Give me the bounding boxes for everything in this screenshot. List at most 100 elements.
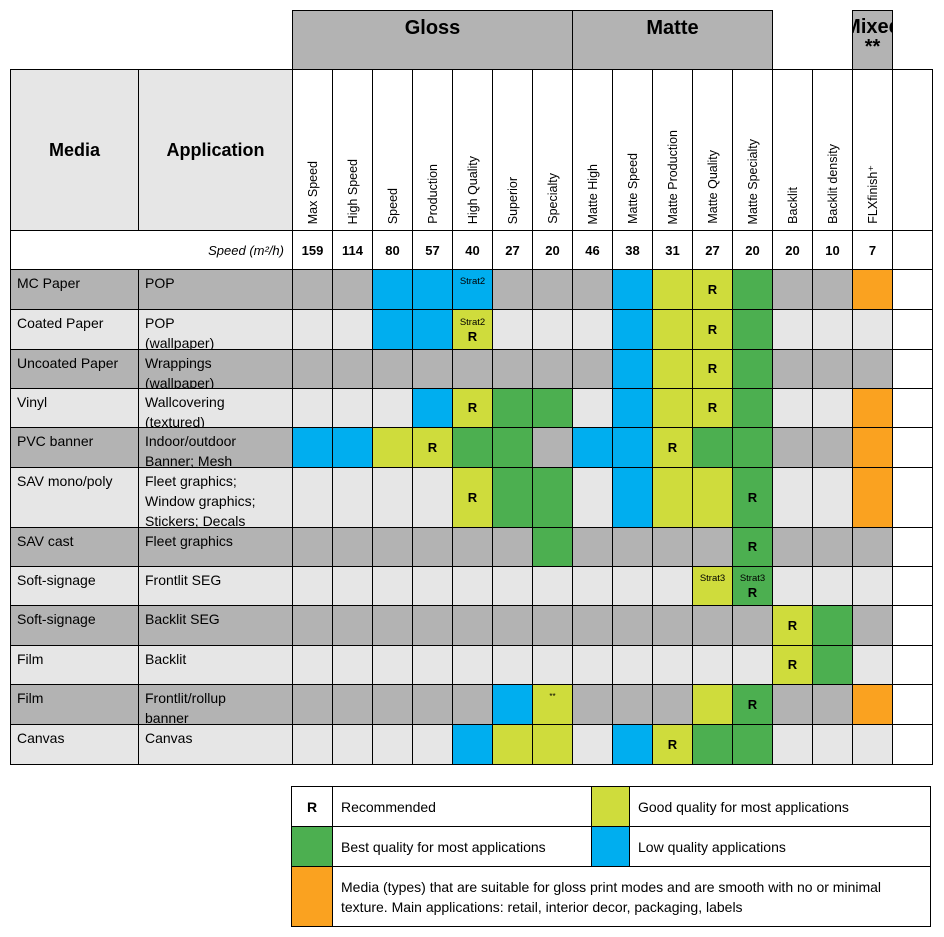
- mode-suitability-cell: [572, 388, 613, 428]
- mode-suitability-cell: [612, 467, 653, 528]
- mode-suitability-cell: [612, 566, 653, 606]
- mode-suitability-cell: [372, 566, 413, 606]
- mode-suitability-cell: [812, 527, 853, 567]
- mode-suitability-cell: [492, 269, 533, 310]
- mode-suitability-cell: [332, 724, 373, 765]
- application-line: Stickers; Decals: [145, 513, 246, 528]
- print-mode-header: High Speed: [332, 69, 373, 231]
- footnote-mark: **: [549, 692, 556, 701]
- mode-suitability-cell: [812, 349, 853, 389]
- mode-suitability-cell: R: [732, 527, 773, 567]
- mode-suitability-cell: [532, 645, 573, 685]
- mode-suitability-cell: [332, 269, 373, 310]
- print-mode-header: Max Speed: [292, 69, 333, 231]
- mode-suitability-cell: R: [692, 269, 733, 310]
- mode-suitability-cell: [652, 349, 693, 389]
- recommended-mark: R: [747, 539, 758, 554]
- application-line: POP: [145, 315, 175, 331]
- application-cell: Frontlit/rollup banner: [138, 684, 293, 725]
- mode-suitability-cell: [812, 388, 853, 428]
- application-line: (textured): [145, 414, 205, 428]
- media-cell: MC Paper: [10, 269, 139, 310]
- print-mode-header: Matte High: [572, 69, 613, 231]
- mode-suitability-cell: [292, 388, 333, 428]
- mode-suitability-cell: [492, 388, 533, 428]
- mode-suitability-cell: [572, 645, 613, 685]
- mode-suitability-cell: [732, 724, 773, 765]
- group-label: Gloss: [404, 17, 461, 39]
- mode-suitability-cell: Strat3 R: [732, 566, 773, 606]
- mode-suitability-cell: [412, 566, 453, 606]
- mode-suitability-cell: [812, 566, 853, 606]
- print-mode-header: Speed: [372, 69, 413, 231]
- mode-suitability-cell: [332, 388, 373, 428]
- mode-suitability-cell: [652, 566, 693, 606]
- group-label: Mixed: [853, 16, 892, 38]
- application-line: Wrappings: [145, 355, 212, 371]
- recommended-mark: R: [667, 439, 678, 455]
- mode-suitability-cell: [572, 724, 613, 765]
- application-cell: Wrappings (wallpaper): [138, 349, 293, 389]
- recommended-mark: R: [787, 617, 798, 633]
- application-line: Wallcovering: [145, 394, 225, 410]
- mode-suitability-cell: [532, 269, 573, 310]
- mode-suitability-cell: [892, 427, 933, 468]
- print-mode-speed: 80: [372, 230, 413, 270]
- mode-suitability-cell: [492, 467, 533, 528]
- print-mode-speed: 114: [332, 230, 373, 270]
- mode-suitability-cell: [372, 427, 413, 468]
- mode-suitability-cell: R: [772, 605, 813, 646]
- mode-suitability-cell: [652, 388, 693, 428]
- print-mode-speed: 20: [532, 230, 573, 270]
- application-line: Fleet graphics: [145, 533, 233, 549]
- mode-suitability-cell: [692, 724, 733, 765]
- legend-recommended-mark: R: [291, 786, 333, 827]
- print-mode-speed: 20: [732, 230, 773, 270]
- mode-suitability-cell: [812, 427, 853, 468]
- application-line: Canvas: [145, 730, 193, 746]
- group-footnote-mark: **: [864, 36, 881, 58]
- mode-suitability-cell: [292, 309, 333, 350]
- mode-suitability-cell: [892, 388, 933, 428]
- mode-suitability-cell: [812, 467, 853, 528]
- mode-suitability-cell: [652, 269, 693, 310]
- mode-suitability-cell: [772, 427, 813, 468]
- mode-suitability-cell: [692, 605, 733, 646]
- mode-suitability-cell: [852, 645, 893, 685]
- print-mode-speed: 7: [852, 230, 893, 270]
- mode-suitability-cell: [892, 349, 933, 389]
- mode-suitability-cell: [372, 388, 413, 428]
- media-cell: Canvas: [10, 724, 139, 765]
- mode-suitability-cell: [372, 527, 413, 567]
- recommended-mark: R: [707, 400, 718, 415]
- print-mode-speed: [892, 230, 933, 270]
- mode-suitability-cell: [852, 467, 893, 528]
- mode-suitability-cell: [812, 309, 853, 350]
- legend-recommended-label: Recommended: [332, 786, 592, 827]
- mode-suitability-cell: [292, 684, 333, 725]
- mode-suitability-cell: [852, 605, 893, 646]
- mode-suitability-cell: [372, 684, 413, 725]
- mode-suitability-cell: [612, 724, 653, 765]
- print-mode-name: High Quality: [465, 155, 480, 224]
- recommended-mark: R: [747, 585, 758, 600]
- print-mode-speed: 31: [652, 230, 693, 270]
- print-mode-speed: 27: [692, 230, 733, 270]
- print-mode-name: Matte Quality: [705, 150, 720, 224]
- mode-suitability-cell: [412, 724, 453, 765]
- mode-suitability-cell: [452, 605, 493, 646]
- mode-suitability-cell: [572, 467, 613, 528]
- mode-suitability-cell: [612, 388, 653, 428]
- mode-suitability-cell: [892, 605, 933, 646]
- mode-suitability-cell: [652, 605, 693, 646]
- application-line: POP: [145, 275, 175, 291]
- mode-suitability-cell: [332, 684, 373, 725]
- application-cell: Canvas: [138, 724, 293, 765]
- mode-suitability-cell: [732, 388, 773, 428]
- print-mode-name: Backlit density: [825, 144, 840, 224]
- mode-suitability-cell: [772, 388, 813, 428]
- mode-suitability-cell: [492, 605, 533, 646]
- application-line: Frontlit/rollup: [145, 690, 226, 706]
- mode-suitability-cell: [532, 527, 573, 567]
